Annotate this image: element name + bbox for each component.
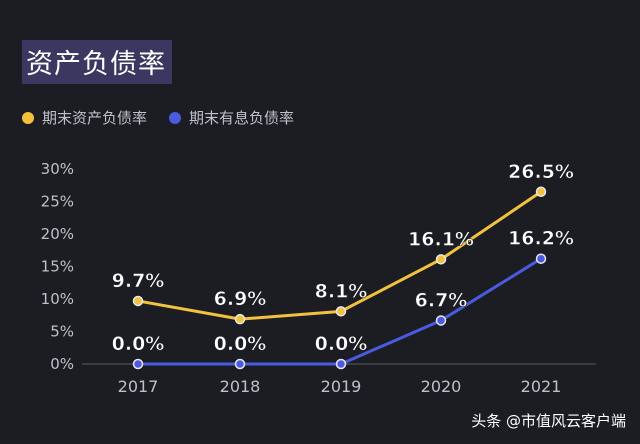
data-point xyxy=(132,358,144,370)
y-tick-label: 20% xyxy=(41,225,74,243)
legend-item-interest-debt: 期末有息负债率 xyxy=(169,107,294,128)
data-point xyxy=(234,313,246,325)
chart-title-box: 资产负债率 xyxy=(22,40,172,84)
x-tick-label: 2019 xyxy=(321,377,362,396)
legend-marker-asset-liability xyxy=(22,111,34,124)
data-label: 16.2% xyxy=(508,228,574,250)
legend: 期末资产负债率 期末有息负债率 xyxy=(22,107,316,128)
y-tick-label: 5% xyxy=(50,323,74,341)
data-label: 0.0% xyxy=(112,333,165,355)
data-label: 6.7% xyxy=(415,289,468,311)
legend-label-asset-liability: 期末资产负债率 xyxy=(42,109,148,127)
y-tick-label: 10% xyxy=(41,290,74,308)
data-point xyxy=(335,306,347,317)
x-tick-label: 2021 xyxy=(521,377,562,396)
data-label: 6.9% xyxy=(214,288,267,310)
series-group xyxy=(132,186,547,370)
watermark: 头条 @市值风云客户端 xyxy=(471,412,626,430)
legend-item-asset-liability: 期末资产负债率 xyxy=(22,107,147,128)
data-label: 9.7% xyxy=(112,270,165,292)
x-tick-label: 2020 xyxy=(421,377,462,396)
data-point xyxy=(535,186,547,197)
data-point xyxy=(234,358,246,370)
y-tick-label: 25% xyxy=(41,193,74,211)
chart-title: 资产负债率 xyxy=(26,49,166,80)
axes: 0% 5% 10% 15% 20% 25% 30% 2017 2018 2019 2020 2021 xyxy=(41,160,596,396)
y-tick-label: 30% xyxy=(41,160,74,178)
data-point xyxy=(535,253,547,264)
data-point xyxy=(435,254,447,265)
data-label: 16.1% xyxy=(408,228,474,250)
data-label: 26.5% xyxy=(508,161,574,183)
data-labels: 9.7% 6.9% 8.1% 16.1% 26.5% 0.0% 0.0% 0.0% 6.7% 16… xyxy=(111,160,574,355)
data-point xyxy=(132,295,144,307)
data-label: 8.1% xyxy=(315,280,368,302)
data-label: 0.0% xyxy=(315,333,368,355)
x-tick-label: 2017 xyxy=(118,377,159,396)
y-tick-label: 15% xyxy=(41,258,74,276)
data-point xyxy=(435,315,447,326)
x-tick-label: 2018 xyxy=(220,377,261,396)
legend-marker-interest-debt xyxy=(169,111,182,124)
y-tick-label: 0% xyxy=(50,355,74,373)
data-point xyxy=(335,358,347,370)
legend-label-interest-debt: 期末有息负债率 xyxy=(189,109,295,127)
data-label: 0.0% xyxy=(214,333,267,355)
